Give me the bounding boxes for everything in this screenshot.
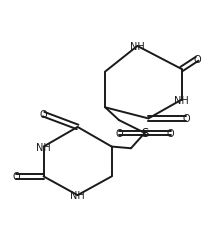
Text: NH: NH <box>130 42 145 52</box>
Text: NH: NH <box>174 95 189 105</box>
Text: S: S <box>141 127 148 140</box>
Text: O: O <box>12 172 20 182</box>
Text: O: O <box>193 55 201 64</box>
Text: NH: NH <box>36 142 51 152</box>
Text: O: O <box>167 128 174 138</box>
Text: O: O <box>182 114 190 124</box>
Text: NH: NH <box>70 190 85 200</box>
Text: O: O <box>40 110 47 120</box>
Text: O: O <box>115 128 123 138</box>
